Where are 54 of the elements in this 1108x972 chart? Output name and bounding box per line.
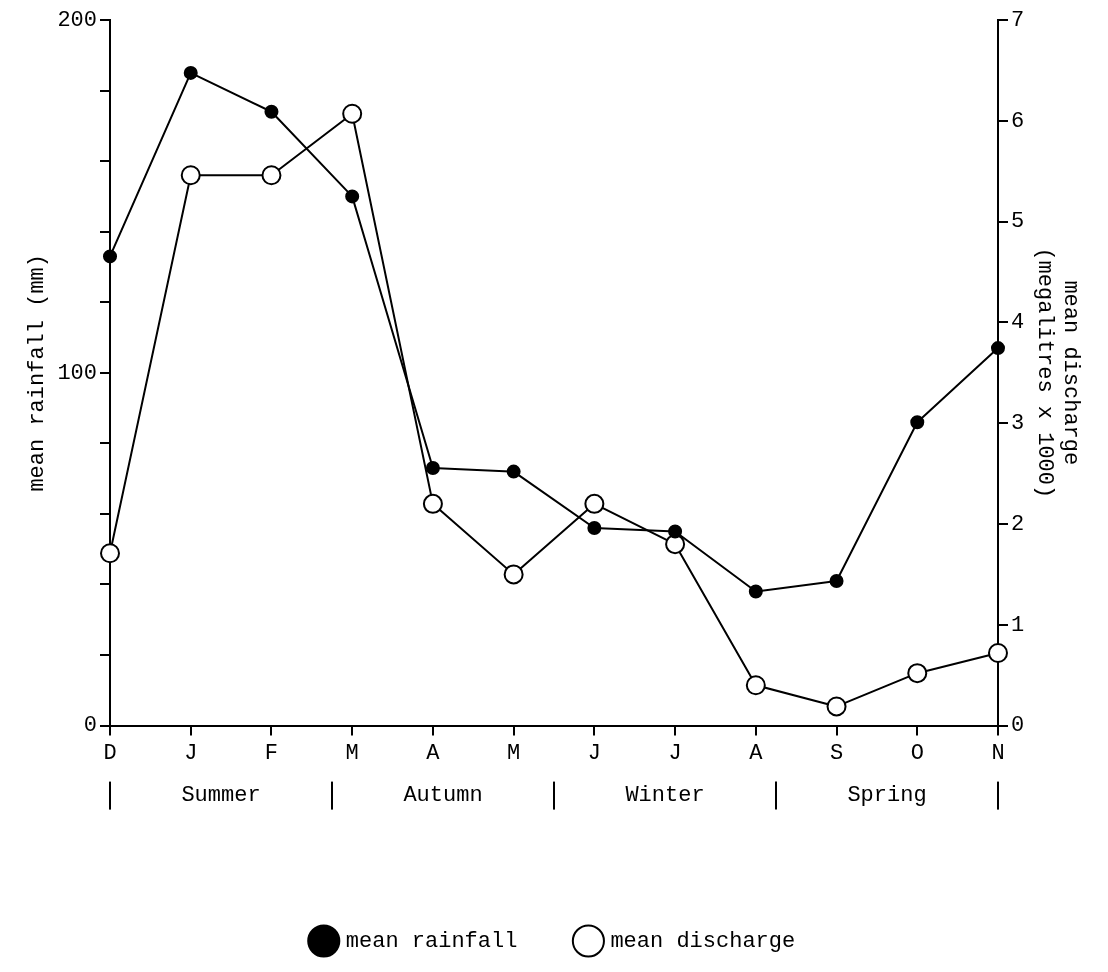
y2-tick-label: 3	[1011, 411, 1025, 437]
text: Autumn	[403, 783, 483, 809]
y-tick-label: 100	[57, 360, 98, 386]
y2-tick-label: 6	[1011, 108, 1025, 134]
x-tick-label: M	[507, 740, 521, 766]
x-tick-label: D	[103, 740, 117, 766]
x-tick-label: N	[991, 740, 1005, 766]
x-tick-label: J	[587, 740, 601, 766]
point	[183, 65, 198, 80]
x-tick-label: M	[345, 740, 359, 766]
y-axis-title: mean rainfall (mm)	[25, 253, 51, 492]
y2-axis-title: mean discharge (megalitres x 1000)	[1031, 247, 1083, 499]
y2-tick-label: 7	[1011, 7, 1025, 33]
text: Summer	[181, 783, 261, 809]
x-tick-label: S	[829, 740, 844, 766]
y2-tick-label: 0	[1011, 713, 1025, 739]
point	[103, 249, 118, 264]
point	[584, 493, 605, 514]
point	[264, 104, 279, 119]
point	[506, 464, 521, 479]
y2-tick-label: 1	[1011, 612, 1025, 638]
point	[668, 524, 683, 539]
point	[345, 189, 360, 204]
x-tick-label: A	[426, 740, 441, 766]
y2-tick-label: 5	[1011, 209, 1025, 235]
point	[261, 165, 282, 186]
y2-tick-label: 2	[1011, 511, 1025, 537]
point	[748, 584, 763, 599]
point	[342, 103, 363, 124]
point	[180, 165, 201, 186]
point	[587, 521, 602, 536]
point	[425, 461, 440, 476]
point	[991, 341, 1005, 356]
point	[829, 573, 844, 588]
point	[910, 415, 925, 430]
point	[503, 564, 524, 585]
legend-label: mean rainfall	[345, 928, 518, 954]
text: Winter	[625, 783, 705, 809]
text: Spring	[847, 783, 927, 809]
legend-label: mean discharge	[610, 928, 796, 954]
x-tick-label: A	[749, 740, 764, 766]
x-tick-label: J	[668, 740, 682, 766]
y2-tick-label: 4	[1011, 310, 1025, 336]
y-tick-label: 200	[57, 7, 98, 33]
x-tick-label: O	[910, 740, 924, 766]
point	[988, 643, 1008, 664]
point	[826, 696, 847, 717]
x-tick-label: J	[184, 740, 198, 766]
point	[422, 493, 443, 514]
x-tick-label: F	[264, 740, 279, 766]
y-tick-label: 0	[83, 713, 98, 739]
point	[745, 675, 766, 696]
point	[907, 663, 928, 684]
point	[100, 543, 121, 564]
